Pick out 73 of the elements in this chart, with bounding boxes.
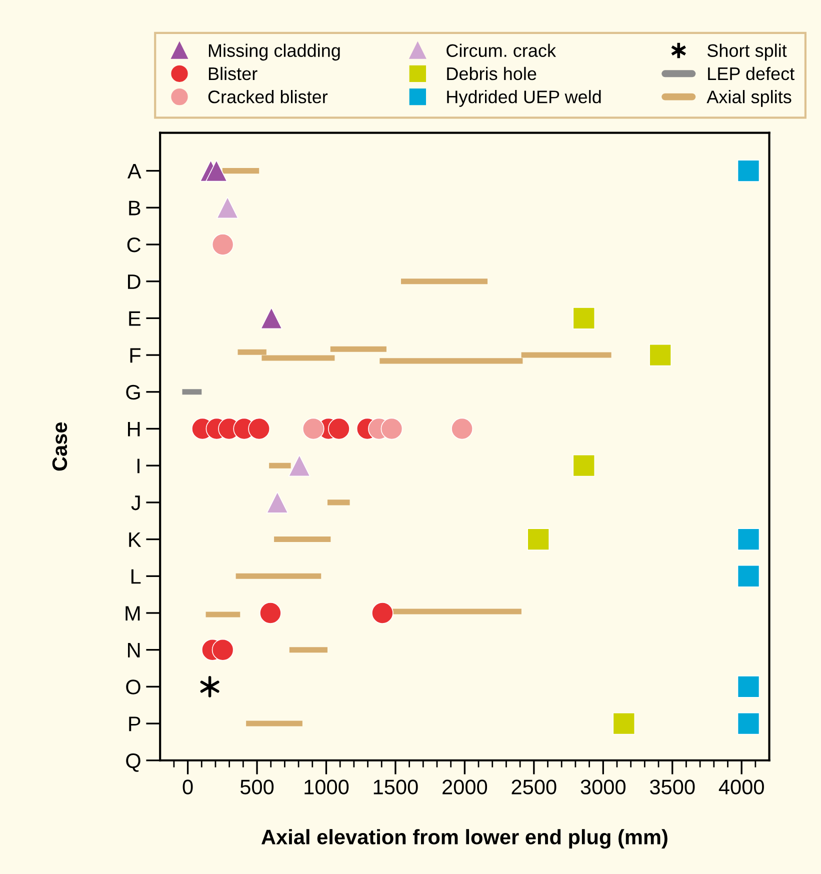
point [200, 676, 220, 698]
x-tick-label: 1500 [374, 780, 418, 794]
bar [269, 462, 291, 468]
point [248, 418, 270, 440]
point [288, 454, 310, 477]
legend-label: Short split [707, 44, 787, 61]
point [572, 454, 596, 477]
y-tick-label: B [129, 200, 140, 216]
bar [206, 612, 240, 618]
point [737, 160, 760, 182]
x-tick-label: 500 [240, 780, 274, 794]
bar [327, 500, 350, 506]
point [266, 491, 288, 514]
x-tick-label: 3000 [580, 780, 626, 794]
bar [182, 389, 202, 395]
bar [274, 536, 331, 542]
point [380, 418, 403, 440]
legend-label: Debris hole [447, 66, 536, 80]
y-tick-label: O [126, 680, 140, 694]
y-tick-label: A [127, 164, 142, 178]
point [328, 418, 350, 440]
point [371, 602, 394, 624]
point [612, 712, 636, 735]
point [737, 712, 760, 735]
y-tick-label: C [127, 238, 141, 252]
legend-label: LEP defect [708, 66, 794, 80]
x-tick-label: 2500 [512, 780, 556, 794]
legend-label: Cracked blister [208, 90, 328, 104]
y-tick-label: G [126, 384, 140, 400]
legend-label: Circum. crack [446, 44, 556, 57]
y-tick-label: M [126, 606, 140, 621]
y-tick-label: L [131, 569, 141, 584]
point [216, 196, 238, 219]
y-tick-label: Q [126, 753, 140, 772]
bar [401, 278, 488, 284]
point [527, 528, 550, 550]
point [260, 307, 282, 330]
point [259, 602, 282, 624]
y-tick-label: D [128, 274, 140, 289]
bar [236, 573, 322, 579]
legend-label: Missing cladding [208, 44, 340, 61]
legend-label: Axial splits [706, 90, 792, 107]
bar [330, 346, 386, 352]
y-tick-label: I [137, 458, 140, 474]
x-tick-label: 0 [182, 780, 193, 794]
y-tick-label: F [130, 348, 141, 363]
point [302, 418, 324, 440]
x-tick-label: 1000 [304, 780, 349, 794]
x-tick-label: 4000 [718, 780, 764, 794]
point [212, 234, 234, 256]
point [572, 307, 596, 330]
y-tick-label: J [131, 496, 140, 510]
x-axis-title: Axial elevation from lower end plug (mm) [261, 829, 668, 849]
point [451, 418, 474, 440]
y-tick-label: K [129, 532, 142, 547]
point [737, 676, 760, 698]
x-tick-label: 3500 [650, 780, 695, 794]
bar [222, 168, 260, 174]
point [205, 160, 228, 182]
point [737, 528, 760, 550]
y-tick-label: H [128, 422, 140, 436]
legend-label: Hydrided UEP weld [447, 90, 601, 107]
legend-label: Blister [208, 66, 258, 80]
point [737, 564, 760, 588]
bar [289, 647, 328, 653]
y-tick-label: P [129, 716, 140, 732]
x-tick-label: 2000 [442, 780, 488, 794]
y-tick-label: N [128, 643, 140, 658]
y-tick-label: E [129, 311, 140, 326]
point [649, 344, 672, 366]
bar [246, 720, 302, 726]
y-axis-title: Case [52, 422, 68, 471]
point [212, 638, 234, 661]
